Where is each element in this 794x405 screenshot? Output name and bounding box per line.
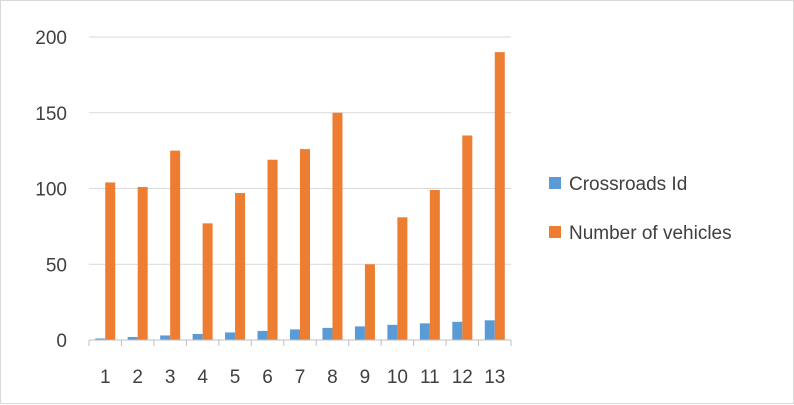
legend-swatch: [549, 177, 561, 189]
y-axis: 0 50 100 150 200: [35, 28, 67, 352]
y-tick-label: 50: [46, 255, 67, 276]
bar-number-of-vehicles-3: [170, 150, 181, 340]
bar-number-of-vehicles-7: [300, 149, 310, 340]
bar-crossroads-id-11: [419, 323, 430, 340]
x-tick-label: 6: [262, 367, 273, 388]
bar-number-of-vehicles-10: [397, 217, 408, 340]
x-axis: 1 2 3 4 5 6 7 8 9 10 11 12 13: [88, 339, 512, 388]
bar-crossroads-id-4: [192, 333, 203, 340]
x-tick-label: 1: [100, 367, 111, 388]
x-tick-label: 10: [387, 367, 408, 388]
bar-crossroads-id-9: [354, 326, 365, 340]
bar-number-of-vehicles-6: [267, 159, 278, 340]
bar-crossroads-id-7: [290, 329, 300, 340]
bar-crossroads-id-8: [322, 327, 333, 340]
y-tick-label: 200: [35, 28, 67, 49]
legend-label: Number of vehicles: [569, 223, 732, 244]
bar-number-of-vehicles-4: [202, 223, 213, 340]
bar-crossroads-id-12: [452, 321, 463, 340]
x-tick-label: 9: [360, 367, 371, 388]
bar-number-of-vehicles-12: [462, 135, 473, 340]
legend: Crossroads Id Number of vehicles: [549, 174, 732, 244]
bar-crossroads-id-6: [257, 330, 268, 340]
x-tick-label: 7: [295, 367, 306, 388]
x-tick-label: 3: [165, 367, 176, 388]
bar-crossroads-id-3: [160, 335, 171, 340]
bars: [95, 52, 505, 341]
bar-crossroads-id-2: [127, 336, 138, 340]
bar-number-of-vehicles-1: [105, 182, 116, 340]
bar-number-of-vehicles-11: [429, 190, 440, 340]
bar-number-of-vehicles-8: [332, 112, 343, 340]
bar-crossroads-id-10: [387, 324, 398, 340]
bar-crossroads-id-5: [225, 332, 236, 340]
bar-number-of-vehicles-9: [364, 264, 375, 340]
bar-number-of-vehicles-2: [137, 186, 148, 340]
bar-number-of-vehicles-13: [494, 52, 505, 341]
x-tick-label: 11: [420, 367, 440, 388]
legend-label: Crossroads Id: [569, 174, 687, 195]
x-tick-label: 12: [452, 367, 473, 388]
bar-number-of-vehicles-5: [235, 193, 246, 340]
bar-crossroads-id-13: [484, 320, 495, 340]
x-tick-label: 8: [327, 367, 338, 388]
x-tick-label: 2: [132, 367, 143, 388]
y-tick-label: 100: [35, 180, 67, 201]
x-tick-label: 5: [230, 367, 241, 388]
x-tick-label: 13: [484, 367, 505, 388]
x-tick-label: 4: [197, 367, 208, 388]
y-tick-label: 0: [56, 331, 67, 352]
bar-crossroads-id-1: [95, 338, 106, 340]
legend-swatch: [549, 226, 561, 238]
y-tick-label: 150: [35, 104, 67, 125]
